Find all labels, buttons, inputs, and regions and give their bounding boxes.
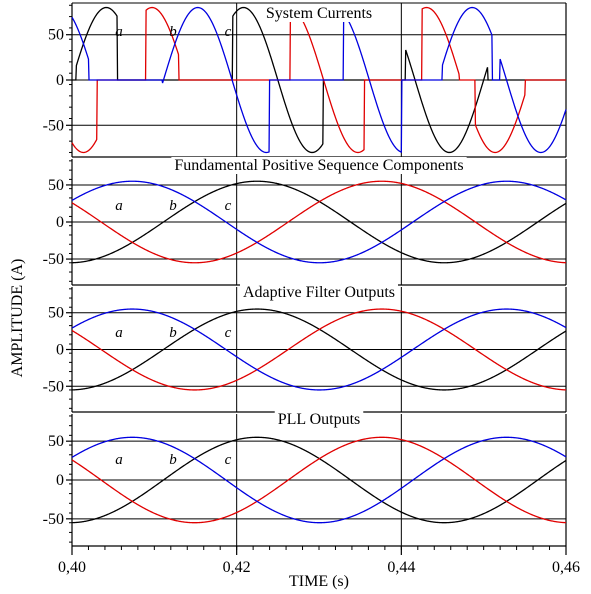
- panel-title-backdrop: [171, 157, 467, 174]
- series-b-line: [71, 6, 566, 154]
- x-tick-label: 0,46: [552, 559, 580, 576]
- phase-label-a: a: [115, 198, 123, 214]
- series-c-line: [71, 6, 567, 154]
- panel-title-backdrop: [274, 411, 364, 428]
- x-axis-title: TIME (s): [289, 573, 349, 590]
- phase-label-c: c: [225, 452, 232, 468]
- series-b-line: [71, 180, 567, 264]
- x-tick-label: 0,42: [223, 559, 251, 576]
- series-c-line: [71, 180, 567, 264]
- phase-label-c: c: [225, 198, 232, 214]
- series-b-line: [71, 436, 567, 524]
- y-tick-label: -50: [43, 378, 64, 395]
- panel-title: Fundamental Positive Sequence Components: [174, 157, 463, 174]
- panel-3: 50 0 -50 Adaptive Filter Outputs a b c: [43, 284, 567, 413]
- y-tick-label: 0: [56, 472, 64, 489]
- panel-2: 50 0 -50 Fundamental Positive Sequence Comp…: [43, 157, 567, 286]
- phase-label-b: b: [169, 24, 177, 40]
- panel-title: Adaptive Filter Outputs: [243, 284, 395, 301]
- series-c-line: [71, 308, 567, 391]
- y-tick-label: 50: [48, 433, 64, 450]
- panel-1: 50 0 -50 System Currents a b c: [43, 2, 567, 158]
- y-tick-label: 50: [48, 177, 64, 194]
- plot-panels: 50 0 -50 System Currents a b c 50 0 -50 Fundamenta…: [43, 2, 567, 547]
- y-tick-label: 0: [56, 214, 64, 231]
- panel-title: System Currents: [266, 5, 372, 22]
- phase-label-b: b: [169, 198, 177, 214]
- y-tick-label: 0: [56, 342, 64, 359]
- y-axis-title: AMPLITUDE (A): [9, 259, 26, 378]
- y-tick-label: 50: [48, 27, 64, 44]
- x-tick-label: 0,40: [58, 559, 86, 576]
- phase-label-b: b: [169, 325, 177, 341]
- y-tick-label: -50: [43, 511, 64, 528]
- y-tick-label: -50: [43, 251, 64, 268]
- phase-label-c: c: [225, 325, 232, 341]
- panel-4: 50 0 -50 PLL Outputs a b c: [43, 411, 567, 547]
- series-c-line: [71, 436, 567, 524]
- y-tick-label: 0: [56, 72, 64, 89]
- series-b-line: [71, 308, 567, 391]
- panel-title-backdrop: [262, 5, 376, 22]
- y-tick-label: -50: [43, 117, 64, 134]
- x-axis: 0,40 0,42 0,44 0,46: [58, 546, 580, 576]
- phase-label-a: a: [115, 325, 123, 341]
- panel-title: PLL Outputs: [278, 411, 361, 428]
- phase-label-a: a: [115, 24, 123, 40]
- x-tick-label: 0,44: [387, 559, 415, 576]
- panel-title-backdrop: [240, 284, 398, 301]
- y-tick-label: 50: [48, 305, 64, 322]
- phase-label-b: b: [169, 452, 177, 468]
- phase-label-c: c: [225, 24, 232, 40]
- phase-label-a: a: [115, 452, 123, 468]
